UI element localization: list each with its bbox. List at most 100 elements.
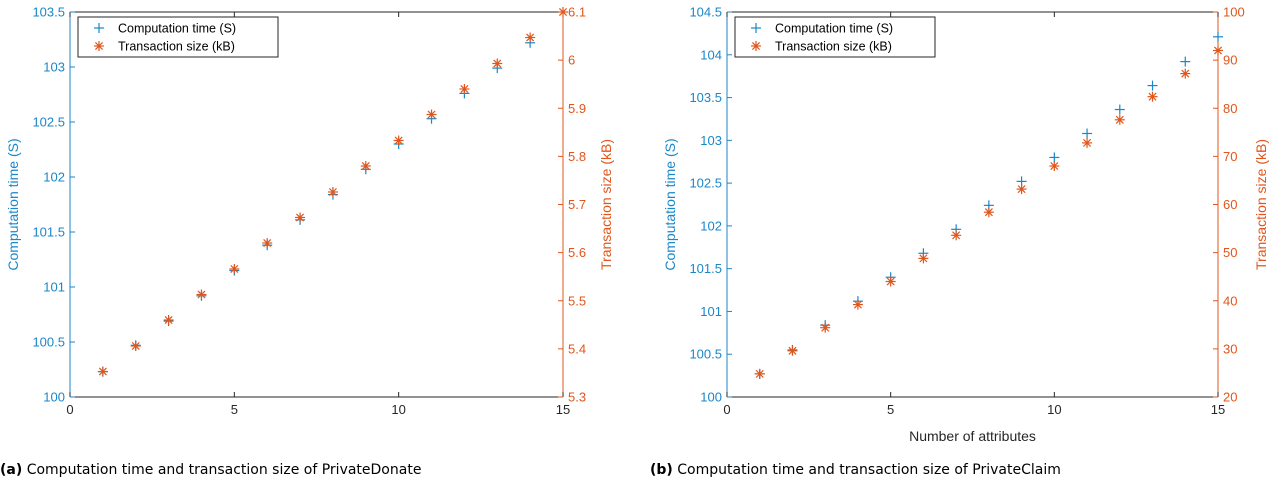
star-marker-d2 bbox=[984, 208, 993, 217]
right-y-tick-label: 80 bbox=[1223, 101, 1237, 116]
star-marker bbox=[130, 340, 141, 351]
right-y-tick-label: 5.5 bbox=[568, 293, 586, 308]
star-marker bbox=[1213, 45, 1223, 56]
plus-marker bbox=[1180, 56, 1191, 67]
star-marker bbox=[787, 345, 798, 356]
x-tick-label: 0 bbox=[723, 402, 730, 417]
legend-box bbox=[734, 16, 936, 58]
star-marker-d2 bbox=[1115, 115, 1124, 124]
x-tick-label: 5 bbox=[231, 402, 238, 417]
left-y-tick-label: 101 bbox=[43, 280, 65, 295]
right-y-tick-label: 5.4 bbox=[568, 341, 586, 356]
caption-a-label: (a) bbox=[0, 462, 23, 478]
star-marker-d2 bbox=[886, 277, 895, 286]
x-tick-label: 5 bbox=[887, 402, 894, 417]
star-marker bbox=[393, 135, 404, 146]
plus-marker bbox=[1147, 80, 1158, 91]
star-marker bbox=[558, 7, 568, 17]
star-marker bbox=[459, 84, 470, 94]
caption-b: (b) Computation time and transaction siz… bbox=[650, 462, 1061, 478]
star-marker-d2 bbox=[427, 110, 436, 119]
right-y-tick-label: 40 bbox=[1223, 293, 1237, 308]
caption-a: (a) Computation time and transaction siz… bbox=[0, 462, 421, 478]
plus-marker bbox=[1082, 128, 1093, 139]
legend-entry-label: Computation time (S) bbox=[118, 22, 236, 36]
star-marker-d2 bbox=[788, 346, 797, 355]
caption-a-text: Computation time and transaction size of… bbox=[26, 462, 422, 478]
star-marker bbox=[1049, 161, 1060, 171]
legend: Computation time (S) Transaction size (kB… bbox=[734, 16, 936, 58]
right-y-tick-label: 5.8 bbox=[568, 149, 586, 164]
left-y-tick-label: 103.5 bbox=[689, 90, 722, 105]
star-marker bbox=[525, 32, 536, 43]
star-marker bbox=[951, 230, 962, 241]
star-marker bbox=[426, 109, 437, 120]
plus-marker bbox=[751, 23, 761, 33]
star-marker-d2 bbox=[493, 59, 502, 68]
star-marker-d2 bbox=[821, 323, 830, 332]
star-marker-d2 bbox=[1213, 46, 1223, 55]
plus-marker bbox=[1114, 104, 1125, 115]
star-marker bbox=[360, 161, 371, 171]
right-y-tick-label: 70 bbox=[1223, 149, 1237, 164]
star-marker-d2 bbox=[131, 341, 140, 351]
right-y-tick-label: 5.6 bbox=[568, 245, 586, 260]
left-y-tick-label: 104.5 bbox=[689, 5, 722, 20]
left-y-tick-label: 101 bbox=[700, 304, 722, 319]
star-marker bbox=[94, 41, 104, 51]
left-y-tick-label: 103 bbox=[43, 60, 65, 75]
legend-box bbox=[77, 16, 279, 58]
x-tick-label: 0 bbox=[66, 402, 73, 417]
star-marker bbox=[820, 322, 831, 333]
right-y-tick-label: 60 bbox=[1223, 197, 1237, 212]
star-marker-d2 bbox=[230, 264, 239, 274]
star-marker bbox=[983, 207, 994, 218]
left-y-tick-label: 102 bbox=[43, 170, 65, 185]
left-y-axis-label: Computation time (S) bbox=[5, 138, 21, 270]
right-y-tick-label: 90 bbox=[1223, 53, 1237, 68]
star-marker bbox=[754, 368, 765, 379]
x-axis-label: Number of attributes bbox=[909, 428, 1036, 444]
star-marker bbox=[229, 263, 240, 274]
star-marker-d2 bbox=[1148, 92, 1157, 101]
star-marker bbox=[196, 289, 207, 300]
left-y-tick-label: 103 bbox=[700, 133, 722, 148]
star-marker-d2 bbox=[558, 7, 568, 17]
star-marker-d2 bbox=[526, 33, 535, 42]
left-y-tick-label: 100.5 bbox=[689, 347, 722, 362]
star-marker bbox=[751, 41, 761, 51]
caption-b-label: (b) bbox=[650, 462, 673, 478]
left-y-tick-label: 102.5 bbox=[32, 115, 65, 130]
right-y-tick-label: 6.1 bbox=[568, 5, 586, 20]
left-y-tick-label: 102.5 bbox=[689, 176, 722, 191]
left-y-tick-label: 100 bbox=[43, 390, 65, 405]
star-marker-d2 bbox=[853, 300, 862, 309]
star-marker bbox=[492, 58, 503, 69]
series-transaction-size bbox=[97, 7, 568, 377]
star-marker bbox=[1082, 137, 1093, 148]
x-tick-label: 10 bbox=[391, 402, 405, 417]
legend-entry-label: Computation time (S) bbox=[775, 22, 893, 36]
star-marker-d2 bbox=[328, 187, 337, 197]
star-marker-d2 bbox=[197, 290, 206, 299]
right-y-axis-label: Transaction size (kB) bbox=[598, 139, 614, 270]
right-y-tick-label: 5.7 bbox=[568, 197, 586, 212]
star-marker-d2 bbox=[919, 254, 928, 263]
right-y-tick-label: 50 bbox=[1223, 245, 1237, 260]
star-marker-d2 bbox=[1050, 161, 1059, 171]
left-y-tick-label: 100 bbox=[700, 390, 722, 405]
plus-marker bbox=[94, 23, 104, 33]
right-y-tick-label: 100 bbox=[1223, 5, 1245, 20]
right-y-tick-label: 20 bbox=[1223, 390, 1237, 405]
star-marker-d2 bbox=[394, 136, 403, 145]
star-marker bbox=[295, 212, 306, 223]
star-marker-d2 bbox=[1181, 69, 1190, 78]
right-y-axis-label: Transaction size (kB) bbox=[1253, 139, 1269, 270]
star-marker-d2 bbox=[460, 84, 469, 94]
legend-entry-label: Transaction size (kB) bbox=[775, 40, 892, 54]
star-marker-d2 bbox=[263, 238, 272, 248]
star-marker bbox=[327, 186, 338, 197]
left-y-tick-label: 101.5 bbox=[32, 225, 65, 240]
legend: Computation time (S) Transaction size (kB… bbox=[77, 16, 279, 58]
